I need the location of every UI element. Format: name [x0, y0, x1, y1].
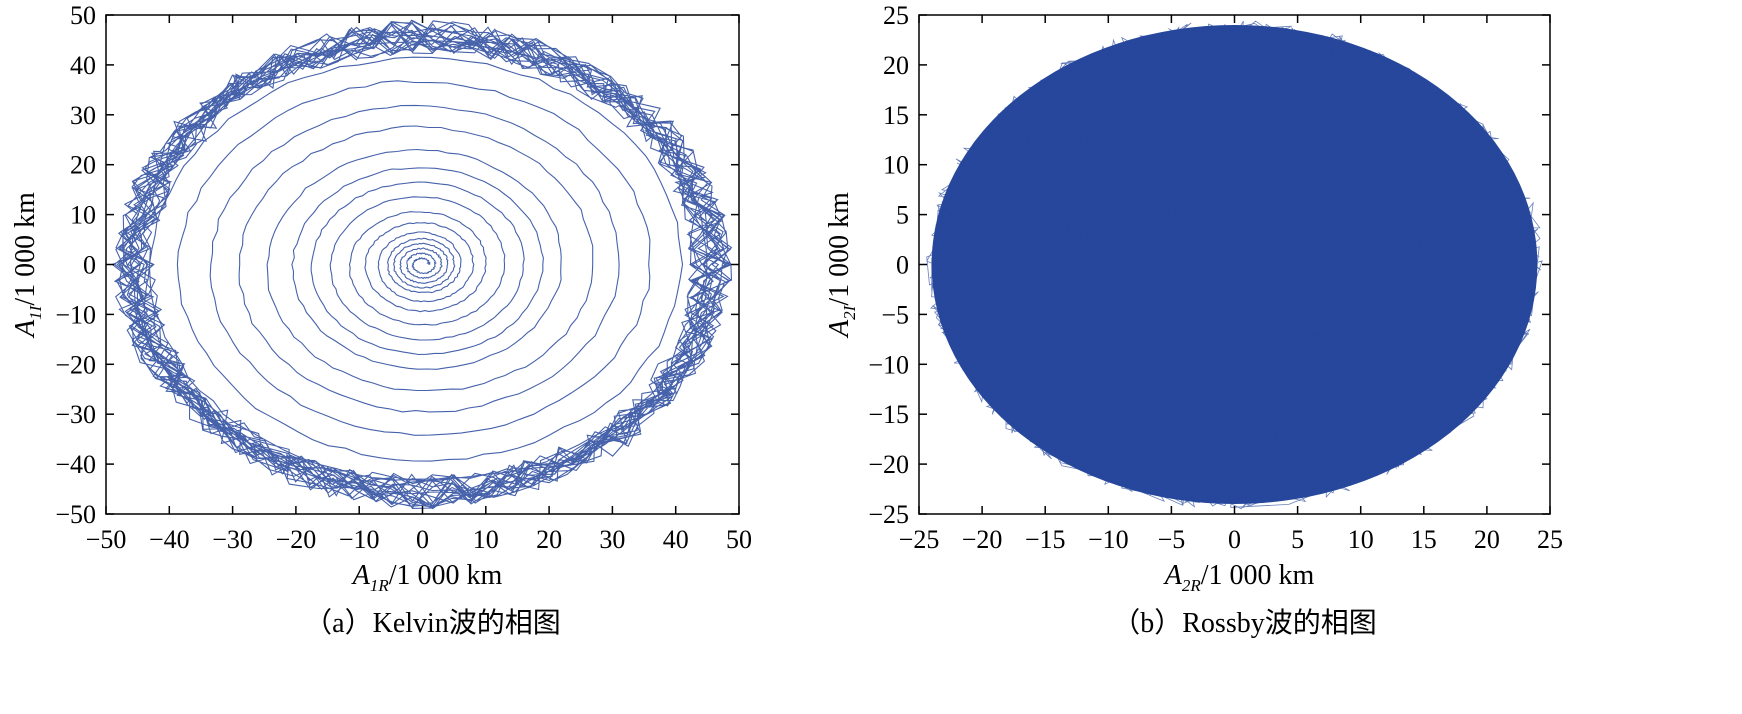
y-tick-label: −20 — [868, 450, 909, 479]
y-tick-label: 0 — [83, 251, 96, 280]
panel-a-caption: （a）Kelvin波的相图 — [304, 607, 561, 639]
y-tick-label: 10 — [883, 151, 909, 180]
y-tick-label: 20 — [883, 51, 909, 80]
x-tick-label: 25 — [1537, 525, 1563, 554]
y-tick-label: 5 — [896, 201, 909, 230]
y-tick-label: −5 — [881, 300, 909, 329]
x-tick-label: 20 — [536, 525, 562, 554]
y-tick-label: 40 — [70, 51, 96, 80]
rossby-series-line — [926, 20, 1543, 510]
panel-a-xlabel: A1R/1 000 km — [351, 560, 503, 595]
x-tick-label: −10 — [1088, 525, 1129, 554]
x-tick-label: 10 — [1348, 525, 1374, 554]
x-tick-label: 5 — [1291, 525, 1304, 554]
x-tick-label: −25 — [899, 525, 940, 554]
y-tick-label: 30 — [70, 101, 96, 130]
x-tick-label: 40 — [663, 525, 689, 554]
y-tick-label: −40 — [55, 450, 96, 479]
y-tick-label: −10 — [868, 350, 909, 379]
y-tick-label: −30 — [55, 400, 96, 429]
panel-a-frame — [105, 14, 740, 515]
panel-a-ylabel: A1I/1 000 km — [10, 192, 45, 339]
x-tick-label: 10 — [473, 525, 499, 554]
x-tick-label: −5 — [1158, 525, 1186, 554]
y-tick-label: −25 — [868, 500, 909, 529]
panel-b-caption: （b）Rossby波的相图 — [1112, 607, 1376, 639]
kelvin-series-line — [111, 19, 733, 510]
y-tick-label: −15 — [868, 400, 909, 429]
y-tick-label: 20 — [70, 151, 96, 180]
y-tick-label: 25 — [883, 1, 909, 30]
x-tick-label: 30 — [599, 525, 625, 554]
x-tick-label: 20 — [1474, 525, 1500, 554]
panel-a: −50 −40 −30 −20 −10 0 10 20 30 40 50 50 40 30 20 10 0 −10… — [10, 1, 752, 639]
x-tick-label: −10 — [339, 525, 380, 554]
rossby-trajectory — [926, 20, 1543, 510]
panel-b-ticks: −25 −20 −15 −10 −5 0 5 10 15 20 252520151050−5−10−… — [868, 1, 1563, 554]
x-tick-label: 0 — [1228, 525, 1241, 554]
y-tick-label: −20 — [55, 350, 96, 379]
x-tick-label: 0 — [416, 525, 429, 554]
y-tick-label: −50 — [55, 500, 96, 529]
x-tick-label: −40 — [149, 525, 190, 554]
y-tick-label: 50 — [70, 1, 96, 30]
panel-b-xlabel: A2R/1 000 km — [1163, 560, 1315, 595]
x-tick-label: −20 — [962, 525, 1003, 554]
x-tick-label: −20 — [276, 525, 317, 554]
y-tick-label: 0 — [896, 251, 909, 280]
x-tick-label: −15 — [1025, 525, 1066, 554]
panel-a-ticks: −50 −40 −30 −20 −10 0 10 20 30 40 50 50 40 30 20 10 0 −10… — [55, 1, 752, 554]
panel-b: −25 −20 −15 −10 −5 0 5 10 15 20 252520151050−5−10−… — [824, 1, 1563, 639]
x-tick-label: 15 — [1411, 525, 1437, 554]
x-tick-label: −30 — [212, 525, 253, 554]
y-tick-label: 10 — [70, 201, 96, 230]
kelvin-trajectory — [111, 19, 733, 510]
x-tick-label: 50 — [726, 525, 752, 554]
x-tick-label: −50 — [86, 525, 127, 554]
y-tick-label: −10 — [55, 300, 96, 329]
y-tick-label: 15 — [883, 101, 909, 130]
panel-b-ylabel: A2I/1 000 km — [824, 192, 859, 339]
